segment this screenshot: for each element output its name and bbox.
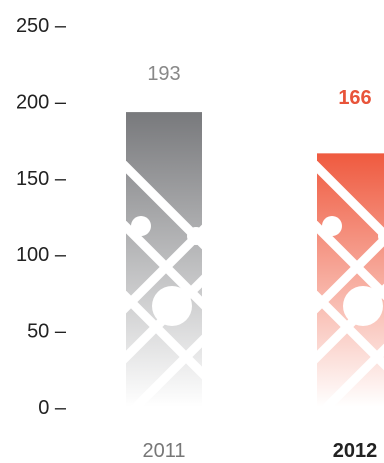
bars bbox=[126, 112, 384, 407]
y-axis: 0 – 50 – 100 – 150 – 200 – 250 – bbox=[16, 15, 67, 419]
bar-node bbox=[322, 216, 342, 236]
y-tick-label: 150 – bbox=[16, 168, 67, 190]
bar-node bbox=[152, 286, 192, 326]
y-tick-label: 200 – bbox=[16, 91, 67, 113]
y-tick-label: 0 – bbox=[38, 397, 67, 419]
bar-node bbox=[378, 227, 384, 245]
category-label-2011: 2011 bbox=[142, 440, 185, 462]
x-axis: 2011 2012 bbox=[142, 440, 377, 462]
bar-node bbox=[187, 227, 202, 245]
value-label-2011: 193 bbox=[147, 63, 180, 85]
bar-node bbox=[131, 216, 151, 236]
y-tick-label: 100 – bbox=[16, 244, 67, 266]
bar-2011 bbox=[126, 112, 202, 407]
y-tick-label: 50 – bbox=[27, 321, 67, 343]
bar-node bbox=[343, 286, 383, 326]
value-labels: 193 166 bbox=[147, 63, 371, 109]
category-label-2012: 2012 bbox=[333, 440, 378, 462]
y-tick-label: 250 – bbox=[16, 15, 67, 37]
value-label-2012: 166 bbox=[338, 87, 371, 109]
bar-2012 bbox=[317, 153, 384, 407]
